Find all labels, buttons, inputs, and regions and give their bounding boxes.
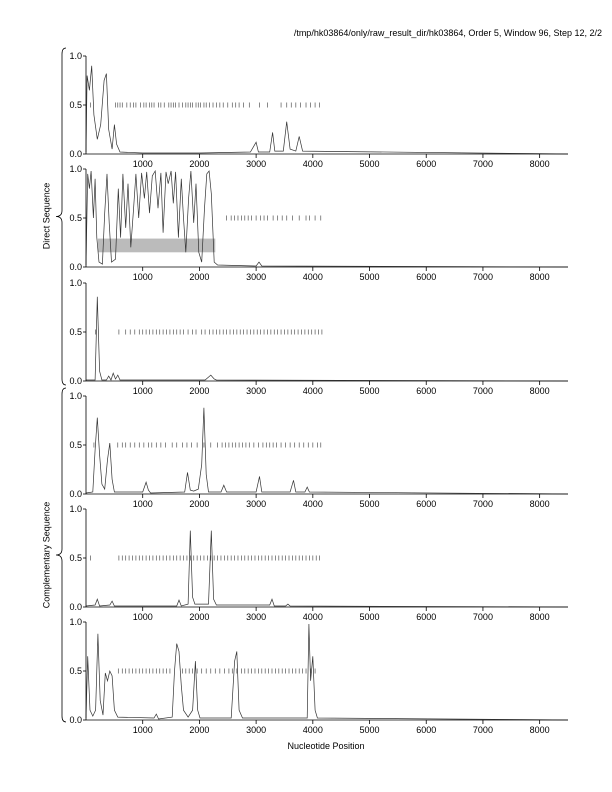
y-tick-label: 0.0 [69, 149, 82, 159]
x-tick-label: 3000 [246, 272, 266, 282]
y-tick-label: 0.5 [69, 553, 82, 563]
page-title: /tmp/hk03864/only/raw_result_dir/hk03864… [293, 28, 602, 38]
series-line [85, 169, 569, 268]
y-tick-label: 0.5 [69, 666, 82, 676]
x-tick-label: 6000 [416, 386, 436, 396]
x-tick-label: 3000 [246, 499, 266, 509]
x-tick-label: 7000 [473, 386, 493, 396]
x-tick-label: 1000 [133, 725, 153, 735]
x-tick-label: 1000 [133, 272, 153, 282]
panel-3: 0.0 0.5 1.0 1000 2000 3000 4000 5000 6000 7000 800… [69, 278, 569, 396]
x-tick-label: 4000 [303, 272, 323, 282]
panel-5: 0.0 0.5 1.0 1000 2000 3000 4000 5000 6000 7000 800… [69, 504, 569, 622]
x-tick-label: 2000 [189, 386, 209, 396]
x-tick-label: 4000 [303, 499, 323, 509]
x-tick-label: 7000 [473, 272, 493, 282]
x-tick-label: 6000 [416, 159, 436, 169]
x-tick-label: 5000 [360, 159, 380, 169]
x-tick-label: 5000 [360, 499, 380, 509]
x-tick-label: 4000 [303, 386, 323, 396]
x-tick-label: 6000 [416, 499, 436, 509]
x-tick-label: 7000 [473, 612, 493, 622]
y-tick-label: 0.5 [69, 213, 82, 223]
y-tick-label: 0.0 [69, 715, 82, 725]
y-tick-label: 1.0 [69, 504, 82, 514]
x-tick-label: 6000 [416, 725, 436, 735]
y-tick-label: 0.5 [69, 327, 82, 337]
x-tick-label: 2000 [189, 272, 209, 282]
x-tick-label: 4000 [303, 725, 323, 735]
panel-2: 0.0 0.5 1.0 1000 2000 3000 4000 5000 6000 7000 800… [69, 164, 569, 282]
x-tick-label: 8000 [530, 725, 550, 735]
y-tick-label: 0.5 [69, 440, 82, 450]
x-tick-label: 8000 [530, 499, 550, 509]
x-tick-label: 1000 [133, 386, 153, 396]
y-tick-label: 0.0 [69, 602, 82, 612]
x-tick-label: 7000 [473, 499, 493, 509]
x-tick-label: 8000 [530, 159, 550, 169]
x-tick-label: 1000 [133, 612, 153, 622]
direct-sequence-label: Direct Sequence [40, 182, 51, 250]
y-tick-label: 1.0 [69, 617, 82, 627]
x-tick-label: 2000 [189, 612, 209, 622]
complementary-sequence-label: Complementary Sequence [40, 501, 51, 609]
x-tick-label: 7000 [473, 725, 493, 735]
x-tick-label: 5000 [360, 725, 380, 735]
x-tick-label: 6000 [416, 272, 436, 282]
series-line [85, 623, 569, 721]
y-tick-label: 1.0 [69, 391, 82, 401]
direct-group-brace [55, 47, 67, 386]
series-line [86, 296, 569, 382]
x-axis-label: Nucleotide Position [287, 741, 365, 751]
x-tick-label: 1000 [133, 159, 153, 169]
x-tick-label: 8000 [530, 272, 550, 282]
x-tick-label: 5000 [360, 612, 380, 622]
y-tick-label: 0.0 [69, 376, 82, 386]
y-tick-label: 1.0 [69, 164, 82, 174]
x-tick-label: 7000 [473, 159, 493, 169]
x-tick-label: 8000 [530, 612, 550, 622]
series-line [85, 65, 569, 155]
x-tick-label: 8000 [530, 386, 550, 396]
x-tick-label: 5000 [360, 386, 380, 396]
y-tick-label: 0.0 [69, 489, 82, 499]
panel-6: 0.0 0.5 1.0 1000 2000 3000 4000 5000 6000 7000 800… [69, 617, 569, 735]
panel-4: 0.0 0.5 1.0 1000 2000 3000 4000 5000 6000 7000 800… [69, 391, 569, 509]
series-line [85, 407, 569, 495]
y-tick-label: 1.0 [69, 278, 82, 288]
complementary-group-brace [55, 387, 67, 723]
x-tick-label: 4000 [303, 159, 323, 169]
x-tick-label: 3000 [246, 725, 266, 735]
x-tick-label: 3000 [246, 159, 266, 169]
x-tick-label: 1000 [133, 499, 153, 509]
x-tick-label: 6000 [416, 612, 436, 622]
x-tick-label: 5000 [360, 272, 380, 282]
series-line [85, 530, 569, 608]
panel-1: 0.0 0.5 1.0 1000 2000 3000 4000 5000 6000 7000 800… [69, 51, 569, 169]
x-tick-label: 2000 [189, 499, 209, 509]
x-tick-label: 3000 [246, 386, 266, 396]
y-tick-label: 0.0 [69, 262, 82, 272]
x-tick-label: 4000 [303, 612, 323, 622]
x-tick-label: 2000 [189, 725, 209, 735]
x-tick-label: 3000 [246, 612, 266, 622]
y-tick-label: 1.0 [69, 51, 82, 61]
x-tick-label: 2000 [189, 159, 209, 169]
y-tick-label: 0.5 [69, 100, 82, 110]
